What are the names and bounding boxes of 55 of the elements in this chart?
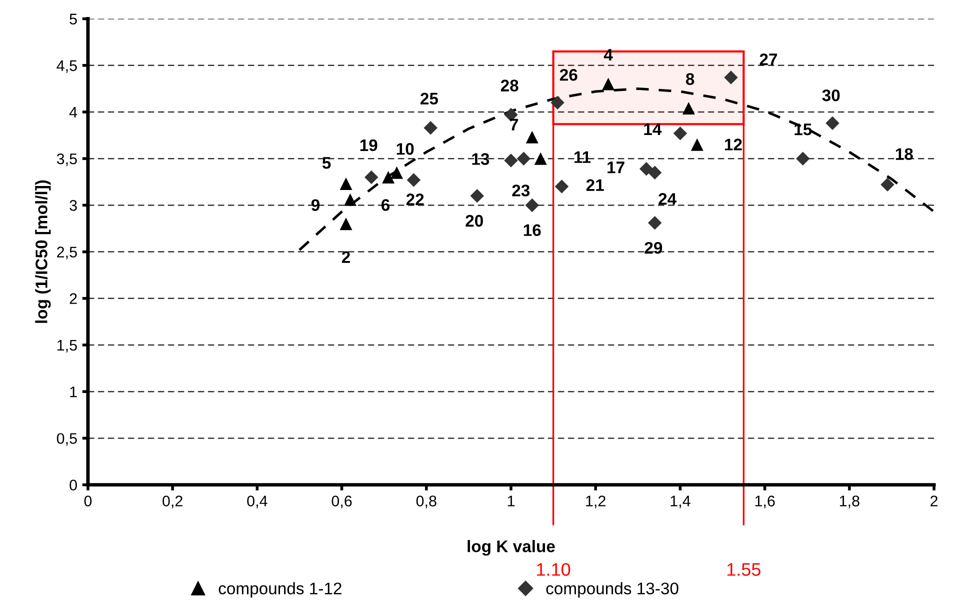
annotation: 26 (560, 68, 578, 81)
annotation: 28 (500, 80, 518, 92)
annotation: 22 (406, 194, 424, 206)
annotation: 8 (686, 73, 694, 85)
legend-label: compounds 13-30 (546, 582, 678, 598)
x-tick-label: 1 (508, 496, 514, 506)
annotation: 10 (396, 143, 414, 155)
y-tick-label: 5 (70, 14, 77, 24)
annotation: 30 (822, 89, 840, 102)
annotation: 5 (322, 157, 331, 169)
annotation: 6 (382, 199, 390, 211)
annotation: 14 (644, 123, 662, 135)
y-tick-label: 4 (69, 107, 78, 118)
annotation: 18 (896, 148, 913, 160)
annotation: 13 (472, 153, 490, 165)
x-tick-label: 2 (930, 496, 938, 506)
annotation: 12 (725, 138, 742, 150)
annotation: 16 (524, 224, 541, 236)
legend-label: compounds 1-12 (218, 582, 342, 598)
x-axis-title: log K value (468, 540, 555, 556)
annotation: 7 (510, 118, 518, 130)
x-tick-label: 1,6 (755, 496, 775, 508)
y-tick-label: 2,5 (57, 246, 77, 260)
x-tick-label: 1,4 (670, 496, 690, 508)
annotation: 4 (604, 49, 613, 61)
x-tick-label: 0,8 (416, 496, 436, 508)
y-tick-label: 0 (70, 480, 77, 490)
x-tick-label: 1,2 (586, 496, 606, 508)
y-tick-label: 0,5 (56, 433, 77, 446)
x-tick-label: 0,6 (332, 496, 352, 508)
y-tick-label: 1 (70, 386, 77, 398)
annotation: 29 (644, 242, 662, 254)
y-tick-label: 3 (70, 200, 77, 211)
y-tick-label: 4,5 (56, 60, 77, 73)
annotation: 25 (420, 92, 438, 105)
ref-line-label: 1.55 (727, 563, 760, 576)
annotation: 27 (760, 54, 777, 66)
ref-line-label: 1.10 (537, 563, 570, 576)
annotation: 21 (586, 179, 604, 191)
annotation: 24 (658, 193, 676, 205)
annotation: 20 (466, 214, 483, 227)
x-tick-label: 1,8 (840, 496, 860, 508)
y-axis-title: log (1/IC50 [mol/l]) (35, 180, 51, 323)
y-tick-label: 1,5 (57, 340, 77, 352)
annotation: 2 (342, 251, 350, 263)
x-tick-label: 0,4 (247, 496, 268, 508)
x-tick-label: 0,2 (162, 496, 182, 508)
x-tick-label: 0 (84, 496, 92, 506)
annotation: 11 (574, 151, 591, 163)
annotation: 19 (360, 139, 378, 152)
y-tick-label: 2 (70, 293, 77, 304)
annotation: 23 (512, 184, 530, 196)
annotation: 17 (608, 162, 624, 174)
annotation: 9 (311, 199, 320, 212)
y-tick-label: 3,5 (56, 153, 77, 166)
